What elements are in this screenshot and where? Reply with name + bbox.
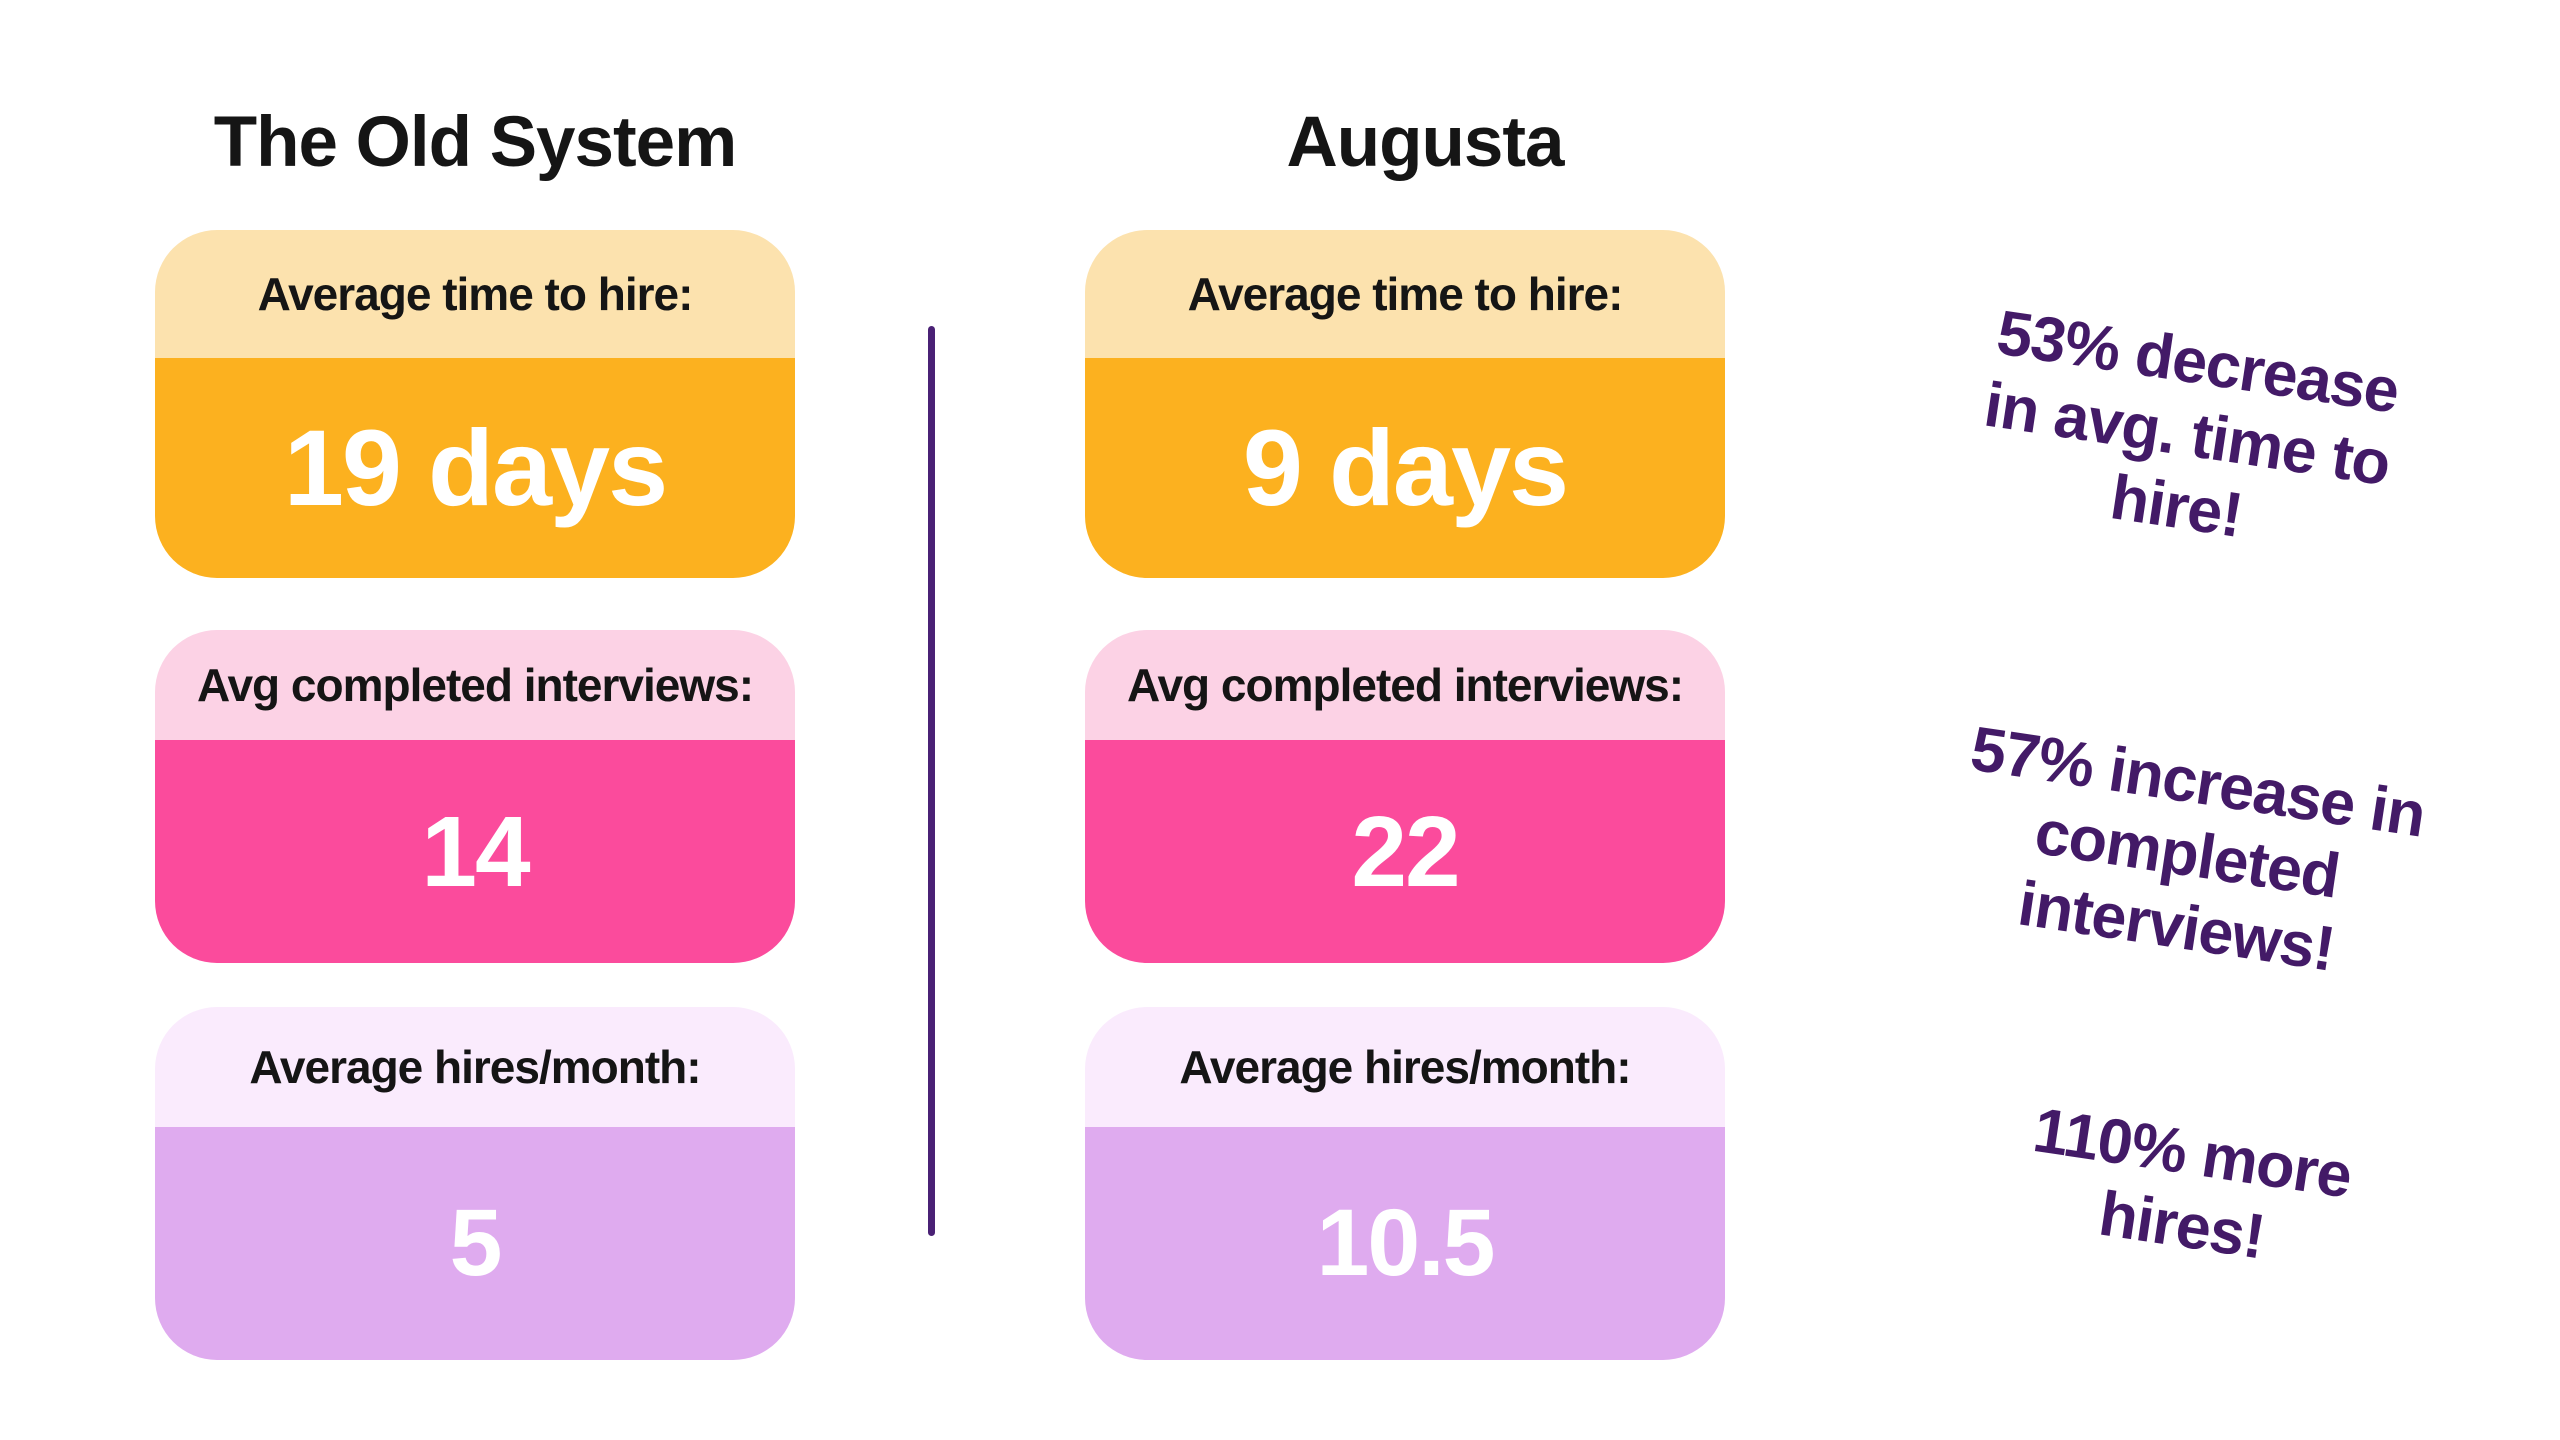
- divider-line: [928, 326, 935, 1236]
- card-label: Average hires/month:: [249, 1041, 701, 1093]
- card-value: 14: [421, 795, 530, 908]
- card-body: 14: [155, 740, 795, 963]
- card-old-completed-interviews: Avg completed interviews: 14: [155, 630, 795, 963]
- card-augusta-time-to-hire: Average time to hire: 9 days: [1085, 230, 1725, 578]
- card-label: Average time to hire:: [257, 268, 694, 320]
- card-old-time-to-hire: Average time to hire: 19 days: [155, 230, 795, 578]
- card-label: Avg completed interviews:: [196, 659, 754, 711]
- card-header: Average time to hire:: [1085, 230, 1725, 358]
- card-value: 19 days: [283, 407, 668, 528]
- card-augusta-completed-interviews: Avg completed interviews: 22: [1085, 630, 1725, 963]
- card-old-hires-per-month: Average hires/month: 5: [155, 1007, 795, 1360]
- card-header: Avg completed interviews:: [1085, 630, 1725, 740]
- card-body: 10.5: [1085, 1127, 1725, 1360]
- card-header: Average hires/month:: [155, 1007, 795, 1127]
- card-value: 22: [1351, 795, 1460, 908]
- card-value: 10.5: [1316, 1190, 1496, 1296]
- card-label: Average hires/month:: [1179, 1041, 1631, 1093]
- annotation-time-to-hire: 53% decrease in avg. time to hire!: [1969, 296, 2405, 573]
- card-header: Avg completed interviews:: [155, 630, 795, 740]
- annotation-completed-interviews: 57% increase in completed interviews!: [1944, 713, 2429, 997]
- card-body: 9 days: [1085, 358, 1725, 578]
- card-label: Average time to hire:: [1187, 268, 1624, 320]
- card-augusta-hires-per-month: Average hires/month: 10.5: [1085, 1007, 1725, 1360]
- card-body: 19 days: [155, 358, 795, 578]
- column-title-augusta: Augusta: [1286, 103, 1565, 182]
- column-title-old-system: The Old System: [213, 103, 738, 182]
- card-body: 5: [155, 1127, 795, 1360]
- annotation-more-hires: 110% more hires!: [2018, 1094, 2356, 1286]
- card-label: Avg completed interviews:: [1126, 659, 1684, 711]
- card-value: 9 days: [1242, 407, 1569, 528]
- card-body: 22: [1085, 740, 1725, 963]
- card-value: 5: [449, 1190, 503, 1296]
- card-header: Average time to hire:: [155, 230, 795, 358]
- card-header: Average hires/month:: [1085, 1007, 1725, 1127]
